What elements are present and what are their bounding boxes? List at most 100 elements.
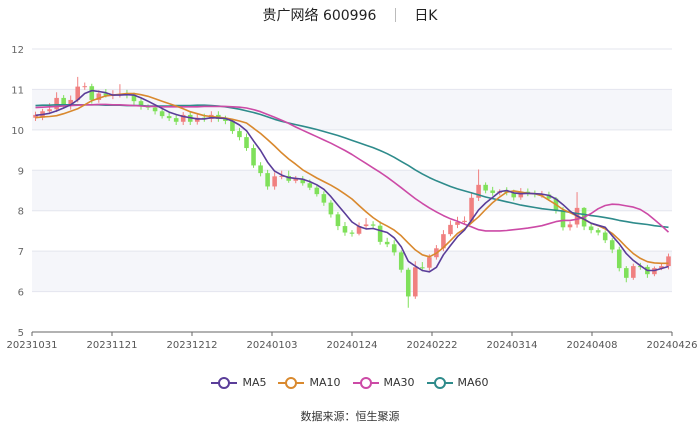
candle-body — [335, 214, 341, 227]
candle — [398, 250, 404, 273]
candle — [588, 223, 594, 234]
candle — [413, 261, 418, 299]
candle-body — [398, 252, 404, 270]
candle-body — [377, 225, 383, 242]
plot-bands — [32, 49, 672, 332]
candle — [68, 95, 73, 110]
x-tick-label: 20240103 — [247, 340, 298, 351]
candle-body — [272, 176, 277, 187]
candle — [567, 221, 573, 231]
candle-body — [413, 267, 418, 297]
candle — [258, 162, 263, 177]
candle — [602, 230, 608, 244]
candle-body — [518, 191, 524, 198]
y-tick-label: 6 — [18, 288, 24, 299]
candle — [342, 222, 348, 236]
period-label: 日K — [414, 8, 438, 24]
candle-body — [244, 137, 249, 149]
candle — [462, 216, 467, 225]
candle — [624, 266, 629, 283]
x-tick-label: 20240222 — [407, 340, 458, 351]
candle — [314, 185, 320, 197]
y-tick-label: 5 — [18, 328, 24, 339]
candle — [377, 221, 383, 245]
x-tick-label: 20240426 — [647, 340, 698, 351]
legend-label: MA10 — [309, 376, 341, 389]
x-tick-label: 20231031 — [7, 340, 58, 351]
ma5-line — [35, 89, 669, 273]
title-separator — [394, 8, 396, 22]
y-tick-label: 12 — [11, 45, 24, 56]
candle-body — [609, 240, 615, 250]
candle-body — [68, 99, 73, 107]
band-9-10 — [32, 129, 672, 171]
candle-body — [476, 184, 481, 198]
legend-label: MA60 — [457, 376, 489, 389]
candle-body — [237, 131, 242, 138]
candle-body — [560, 210, 566, 228]
legend-item-ma10[interactable]: MA10 — [278, 376, 341, 389]
candle — [363, 217, 369, 229]
candle — [272, 172, 277, 190]
ma10-line — [35, 92, 669, 265]
candle-body — [483, 184, 488, 191]
candle-body — [293, 178, 299, 181]
candle-body — [180, 114, 186, 122]
candle — [455, 216, 460, 229]
candle-body — [138, 101, 144, 107]
candle — [300, 175, 306, 186]
candle-body — [103, 93, 109, 96]
candle-body — [152, 107, 158, 112]
candle-body — [82, 86, 88, 88]
candle-body — [349, 232, 355, 234]
legend-marker — [278, 376, 305, 389]
candle-body — [455, 222, 460, 225]
candle — [173, 114, 179, 126]
candle-body — [307, 183, 313, 188]
legend-marker — [352, 376, 379, 389]
candle — [335, 211, 341, 231]
ma30-line — [35, 103, 670, 233]
candle-body — [251, 148, 256, 166]
candle — [328, 200, 334, 218]
candle — [293, 175, 299, 184]
legend-item-ma5[interactable]: MA5 — [211, 376, 266, 389]
candle-body — [300, 178, 306, 184]
candle-body — [666, 256, 671, 267]
candle-body — [448, 224, 453, 235]
candle — [370, 221, 376, 229]
candle-body — [159, 111, 165, 117]
candle — [138, 98, 144, 110]
candle-body — [420, 267, 425, 269]
candle-body — [75, 86, 80, 100]
x-tick-label: 20231212 — [167, 340, 218, 351]
candle-body — [659, 266, 664, 269]
candle — [159, 108, 165, 119]
candle — [391, 240, 397, 256]
candle-body — [490, 190, 495, 193]
legend-item-ma30[interactable]: MA30 — [352, 376, 415, 389]
candle — [490, 186, 495, 196]
legend-marker — [211, 376, 238, 389]
candle — [356, 222, 362, 236]
candle-body — [89, 86, 95, 100]
candle-body — [384, 241, 390, 245]
candle — [96, 90, 102, 103]
candle-body — [441, 234, 446, 249]
candle-body — [511, 192, 517, 198]
candle — [265, 169, 270, 190]
band-6-7 — [32, 251, 672, 292]
candle — [166, 112, 172, 121]
candle — [237, 127, 242, 141]
candle — [384, 237, 390, 248]
candle-body — [469, 197, 474, 221]
y-tick-label: 9 — [18, 166, 24, 177]
legend-marker — [426, 376, 453, 389]
y-tick-label: 11 — [11, 85, 24, 96]
legend-item-ma60[interactable]: MA60 — [426, 376, 489, 389]
legend-label: MA30 — [383, 376, 415, 389]
candle-body — [321, 194, 327, 203]
band-5-6 — [32, 291, 672, 332]
candle — [448, 220, 453, 237]
candle-body — [405, 269, 411, 297]
